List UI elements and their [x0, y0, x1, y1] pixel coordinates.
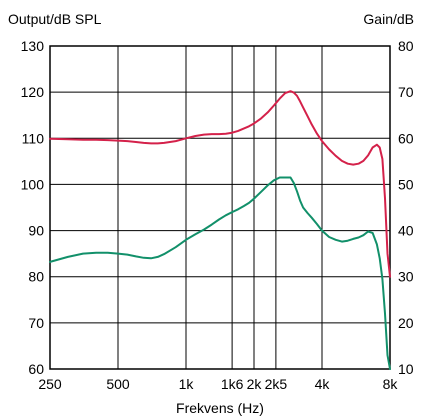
right-tick-label: 30 [398, 269, 414, 285]
y-axis-left-title: Output/dB SPL [8, 11, 102, 27]
left-tick-label: 60 [28, 361, 44, 377]
left-tick-label: 80 [28, 269, 44, 285]
x-tick-labels: 250 500 1k 1k6 2k 2k5 4k 8k [38, 376, 398, 392]
series-layer [49, 90, 391, 370]
left-tick-label: 90 [28, 223, 44, 239]
right-tick-label: 10 [398, 361, 414, 377]
grid [49, 45, 391, 370]
left-tick-label: 70 [28, 315, 44, 331]
left-tick-labels: 60 70 80 90 100 110 120 130 [21, 38, 45, 377]
right-tick-label: 70 [398, 84, 414, 100]
right-tick-labels: 10 20 30 40 50 60 70 80 [398, 38, 414, 377]
right-tick-label: 40 [398, 223, 414, 239]
x-tick-label: 2k5 [265, 376, 288, 392]
x-tick-label: 1k6 [221, 376, 244, 392]
x-tick-label: 8k [383, 376, 399, 392]
series-line-1 [49, 90, 391, 278]
right-tick-label: 60 [398, 130, 414, 146]
x-tick-label: 250 [38, 376, 62, 392]
plot-frame [49, 45, 391, 370]
left-tick-label: 100 [21, 176, 45, 192]
left-tick-label: 130 [21, 38, 45, 54]
right-tick-label: 80 [398, 38, 414, 54]
x-tick-label: 1k [179, 376, 195, 392]
x-tick-label: 2k [247, 376, 263, 392]
series-line-2 [49, 176, 391, 370]
x-tick-label: 4k [315, 376, 331, 392]
x-tick-label: 500 [106, 376, 130, 392]
y-axis-right-title: Gain/dB [363, 11, 414, 27]
left-tick-label: 120 [21, 84, 45, 100]
right-tick-label: 20 [398, 315, 414, 331]
x-axis-title: Frekvens (Hz) [176, 400, 264, 416]
left-tick-label: 110 [22, 130, 45, 146]
right-tick-label: 50 [398, 176, 414, 192]
